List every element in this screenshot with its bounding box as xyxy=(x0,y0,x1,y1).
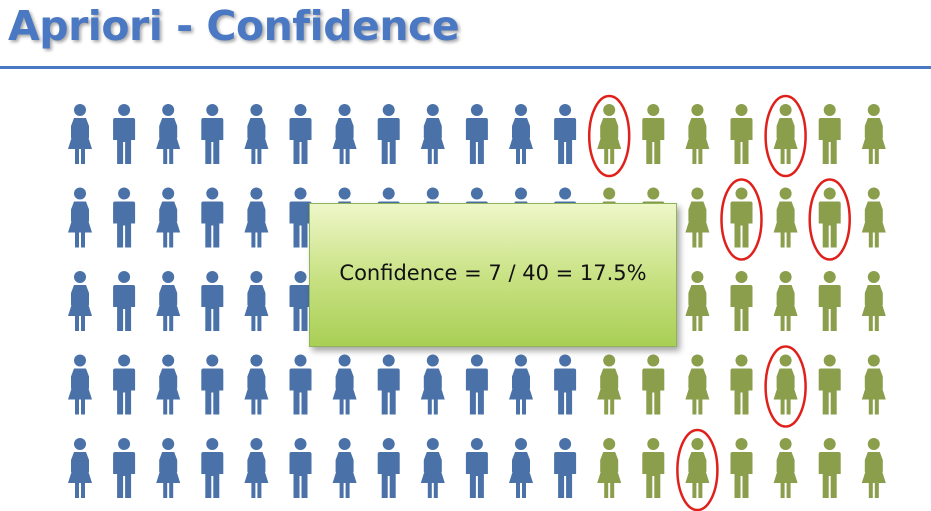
male-person-icon xyxy=(377,104,400,164)
female-person-icon xyxy=(420,438,445,498)
female-person-icon xyxy=(685,354,710,415)
female-person-icon xyxy=(861,438,886,498)
female-person-icon xyxy=(509,354,533,415)
male-person-icon xyxy=(818,438,841,498)
female-person-icon xyxy=(597,104,622,164)
male-person-icon xyxy=(730,104,753,164)
female-person-icon xyxy=(68,354,92,415)
male-person-icon xyxy=(113,438,136,498)
female-person-icon xyxy=(685,187,710,248)
male-person-icon xyxy=(642,354,665,415)
female-person-icon xyxy=(773,104,798,164)
male-person-icon xyxy=(201,354,224,415)
highlight-ring xyxy=(676,428,719,511)
female-person-icon xyxy=(773,438,798,498)
male-person-icon xyxy=(201,104,224,164)
female-person-icon xyxy=(68,438,92,498)
male-person-icon xyxy=(201,271,224,331)
male-person-icon xyxy=(465,438,488,498)
male-person-icon xyxy=(730,187,753,248)
male-person-icon xyxy=(730,354,753,415)
female-person-icon xyxy=(597,354,622,415)
female-person-icon xyxy=(597,438,622,498)
male-person-icon xyxy=(642,438,665,498)
female-person-icon xyxy=(420,354,445,415)
male-person-icon xyxy=(289,104,312,164)
male-person-icon xyxy=(554,438,577,498)
male-person-icon xyxy=(113,187,136,248)
male-person-icon xyxy=(377,354,400,415)
confidence-formula: Confidence = 7 / 40 = 17.5% xyxy=(339,261,647,285)
female-person-icon xyxy=(685,104,710,164)
male-person-icon xyxy=(113,271,136,331)
highlight-ring xyxy=(808,178,851,261)
male-person-icon xyxy=(289,187,312,248)
female-person-icon xyxy=(68,104,92,164)
male-person-icon xyxy=(201,438,224,498)
male-person-icon xyxy=(113,354,136,415)
female-person-icon xyxy=(773,187,798,248)
female-person-icon xyxy=(420,104,445,164)
female-person-icon xyxy=(332,354,357,415)
female-person-icon xyxy=(244,438,269,498)
female-person-icon xyxy=(332,438,357,498)
female-person-icon xyxy=(685,271,710,331)
female-person-icon xyxy=(244,354,269,415)
female-person-icon xyxy=(861,354,886,415)
male-person-icon xyxy=(465,354,488,415)
male-person-icon xyxy=(818,271,841,331)
female-person-icon xyxy=(332,104,357,164)
female-person-icon xyxy=(685,438,710,498)
male-person-icon xyxy=(818,187,841,248)
male-person-icon xyxy=(113,104,136,164)
male-person-icon xyxy=(201,187,224,248)
female-person-icon xyxy=(68,271,92,331)
female-person-icon xyxy=(68,187,92,248)
female-person-icon xyxy=(509,104,533,164)
female-person-icon xyxy=(244,104,269,164)
female-person-icon xyxy=(244,187,269,248)
female-person-icon xyxy=(861,104,886,164)
male-person-icon xyxy=(289,438,312,498)
female-person-icon xyxy=(509,438,533,498)
female-person-icon xyxy=(156,354,181,415)
female-person-icon xyxy=(773,354,798,415)
female-person-icon xyxy=(861,271,886,331)
male-person-icon xyxy=(818,104,841,164)
confidence-callout: Confidence = 7 / 40 = 17.5% xyxy=(309,203,677,347)
page-title: Apriori - Confidence xyxy=(8,2,460,50)
male-person-icon xyxy=(642,104,665,164)
female-person-icon xyxy=(156,187,181,248)
female-person-icon xyxy=(773,271,798,331)
male-person-icon xyxy=(730,271,753,331)
male-person-icon xyxy=(289,354,312,415)
male-person-icon xyxy=(730,438,753,498)
highlight-ring xyxy=(720,178,763,261)
female-person-icon xyxy=(244,271,269,331)
male-person-icon xyxy=(465,104,488,164)
male-person-icon xyxy=(554,354,577,415)
male-person-icon xyxy=(289,271,312,331)
female-person-icon xyxy=(156,438,181,498)
highlight-ring xyxy=(764,94,807,178)
female-person-icon xyxy=(156,104,181,164)
title-divider xyxy=(0,66,931,69)
female-person-icon xyxy=(156,271,181,331)
male-person-icon xyxy=(818,354,841,415)
male-person-icon xyxy=(377,438,400,498)
highlight-ring xyxy=(587,94,631,178)
male-person-icon xyxy=(554,104,577,164)
highlight-ring xyxy=(764,345,807,428)
female-person-icon xyxy=(861,187,886,248)
